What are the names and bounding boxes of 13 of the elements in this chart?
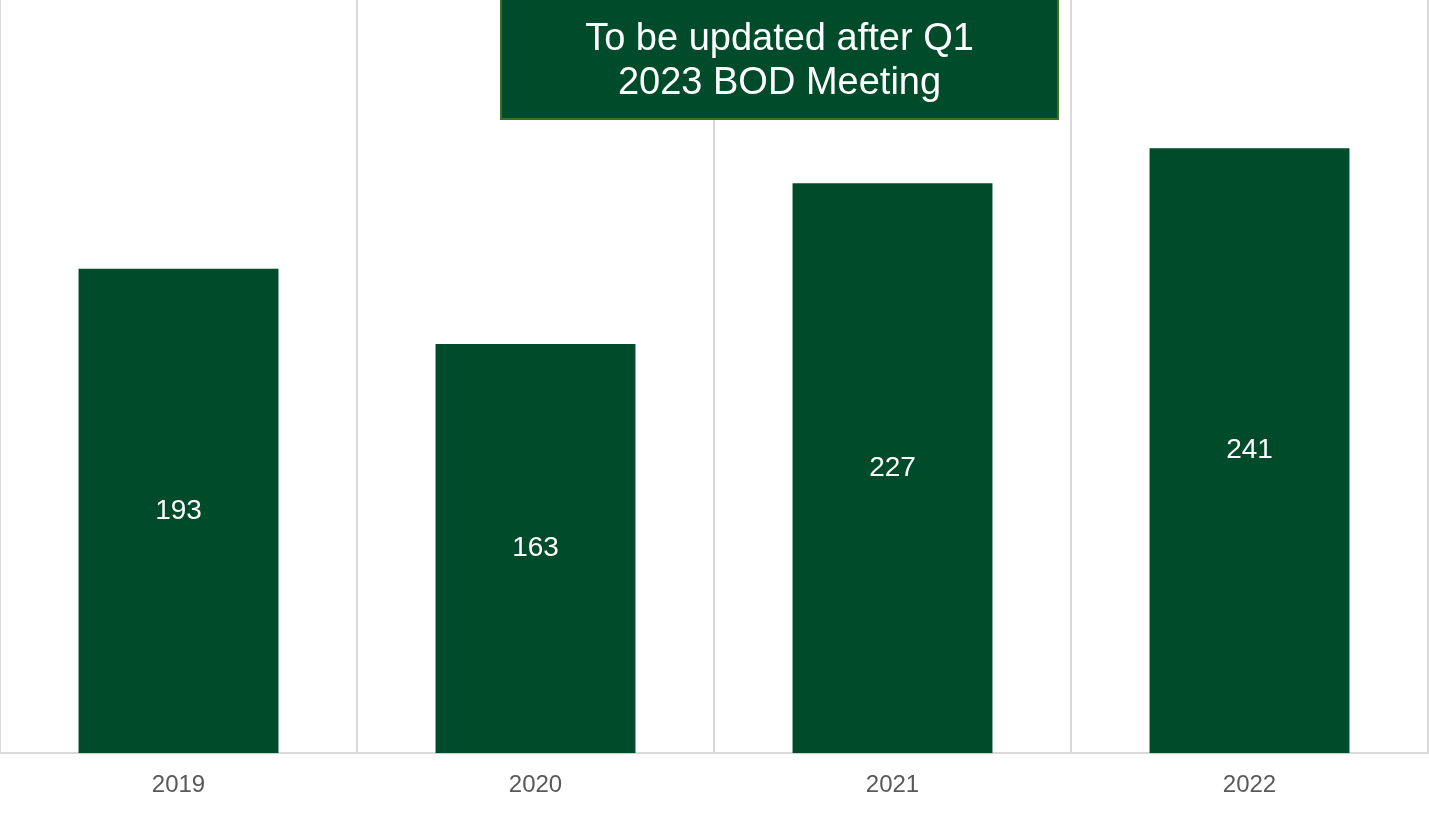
- data-label: 163: [512, 531, 559, 563]
- x-tick-label: 2020: [508, 770, 563, 798]
- bar: [78, 268, 279, 754]
- x-tick-label: 2021: [865, 770, 920, 798]
- note-box: To be updated after Q1 2023 BOD Meeting: [500, 0, 1059, 120]
- data-label: 241: [1226, 433, 1273, 465]
- x-tick-label: 2019: [151, 770, 206, 798]
- data-label: 193: [155, 493, 202, 525]
- bar: [435, 343, 636, 754]
- bar: [1149, 148, 1350, 754]
- data-label: 227: [869, 450, 916, 482]
- bar: [792, 183, 993, 754]
- x-tick-label: 2022: [1222, 770, 1277, 798]
